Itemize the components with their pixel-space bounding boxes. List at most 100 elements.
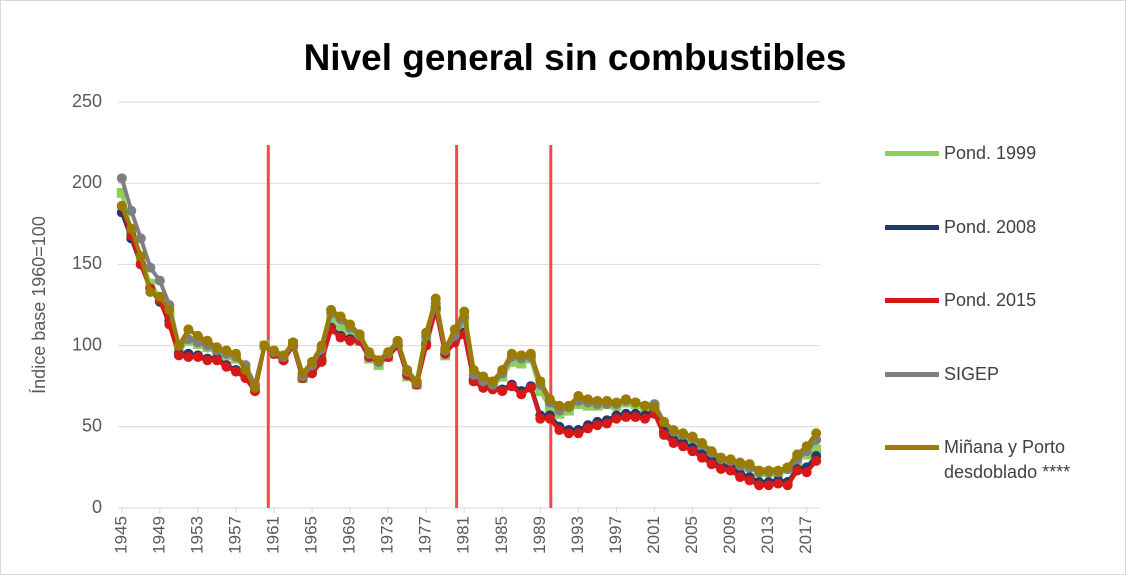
point <box>497 364 508 375</box>
point <box>525 382 536 393</box>
point <box>192 330 203 341</box>
point <box>335 332 346 343</box>
point <box>582 394 593 405</box>
y-tick-label: 150 <box>72 253 102 273</box>
point <box>230 348 241 359</box>
point <box>659 416 669 427</box>
point <box>563 400 574 411</box>
legend-swatch <box>885 371 939 377</box>
point <box>620 412 631 423</box>
legend-item: Pond. 2008 <box>885 215 1119 240</box>
point <box>335 311 346 322</box>
point <box>782 480 793 491</box>
point <box>221 345 232 356</box>
point <box>487 376 498 387</box>
point <box>335 324 346 335</box>
x-tick-label: 1997 <box>606 516 625 554</box>
point <box>811 428 822 439</box>
x-tick-label: 1969 <box>340 516 359 554</box>
legend-item: Pond. 1999 <box>885 141 1119 166</box>
legend-label: Pond. 2015 <box>944 290 1037 310</box>
point <box>116 187 127 198</box>
x-tick-label: 1973 <box>378 516 397 554</box>
legend-label: Pond. 1999 <box>944 143 1037 163</box>
point <box>773 465 784 476</box>
point <box>259 340 270 351</box>
point <box>725 454 736 465</box>
point <box>345 319 356 330</box>
point <box>706 459 717 470</box>
point <box>763 480 774 491</box>
point <box>639 400 650 411</box>
x-tick-label: 2001 <box>644 516 663 554</box>
point <box>573 428 584 439</box>
point <box>497 386 508 397</box>
point <box>535 386 546 397</box>
legend-label: Miñana y Porto desdoblado **** <box>944 437 1071 482</box>
point <box>202 355 213 366</box>
point <box>269 345 279 356</box>
point <box>706 446 717 457</box>
point <box>173 350 184 361</box>
point <box>754 465 765 476</box>
point <box>354 329 365 340</box>
point <box>154 275 165 286</box>
x-tick-label: 1989 <box>530 516 549 554</box>
point <box>697 438 708 449</box>
point <box>639 413 650 424</box>
point <box>592 395 603 406</box>
legend-swatch <box>885 224 939 230</box>
point <box>630 412 641 423</box>
point <box>735 472 746 483</box>
point <box>668 438 679 449</box>
legend-label: SIGEP <box>944 363 1000 384</box>
point <box>535 376 546 387</box>
x-tick-label: 1977 <box>416 516 435 554</box>
point <box>744 475 755 486</box>
chart-title: Nivel general sin combustibles <box>304 37 847 78</box>
point <box>116 200 127 211</box>
point <box>135 233 146 244</box>
x-tick-label: 1985 <box>492 516 511 554</box>
legend-item: Pond. 2015 <box>885 288 1119 313</box>
point <box>649 402 660 413</box>
point <box>126 205 137 216</box>
y-tick-label: 50 <box>82 416 102 436</box>
point <box>811 455 822 466</box>
x-tick-label: 2009 <box>720 516 739 554</box>
x-tick-label: 1953 <box>187 516 206 554</box>
point <box>478 371 489 382</box>
point <box>192 351 203 362</box>
point <box>792 465 803 476</box>
point <box>145 262 156 273</box>
x-tick-label: 2017 <box>796 516 815 554</box>
point <box>554 400 565 411</box>
point <box>620 394 631 405</box>
point <box>544 394 555 405</box>
point <box>716 464 727 475</box>
point <box>687 431 698 442</box>
legend-swatch <box>885 298 939 303</box>
point <box>221 361 232 372</box>
x-tick-label: 1961 <box>263 516 282 554</box>
point <box>725 465 736 476</box>
point <box>716 452 727 463</box>
point <box>202 335 213 346</box>
y-axis-label: Índice base 1960=100 <box>29 216 49 394</box>
point <box>563 428 574 439</box>
point <box>687 446 698 457</box>
point <box>307 356 318 367</box>
point <box>364 347 375 358</box>
legend-item: SIGEP <box>885 362 1119 387</box>
y-tick-label: 200 <box>72 172 102 192</box>
point <box>782 462 793 473</box>
point <box>316 356 327 367</box>
point <box>801 441 812 452</box>
legend-label: Pond. 2008 <box>944 216 1037 237</box>
point <box>592 420 603 431</box>
point <box>164 304 175 315</box>
point <box>601 395 612 406</box>
point <box>535 413 546 424</box>
point <box>249 382 260 393</box>
